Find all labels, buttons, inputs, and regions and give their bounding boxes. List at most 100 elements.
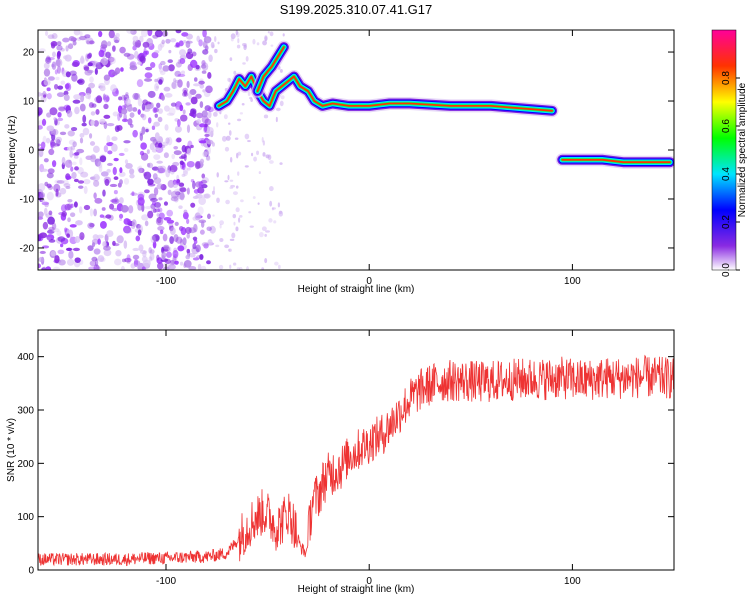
noise-speckle	[82, 127, 90, 136]
noise-speckle	[93, 248, 101, 255]
noise-speckle	[119, 197, 124, 204]
noise-speckle	[80, 171, 89, 178]
noise-speckle	[167, 59, 173, 64]
noise-speckle	[50, 141, 54, 149]
noise-speckle	[55, 76, 60, 81]
spectrogram-noise-layer	[38, 30, 285, 270]
noise-speckle	[139, 56, 146, 62]
noise-speckle	[237, 217, 241, 223]
noise-speckle	[74, 236, 81, 243]
noise-speckle	[204, 105, 211, 112]
noise-speckle	[194, 77, 198, 82]
noise-speckle	[45, 266, 52, 270]
noise-speckle	[181, 173, 186, 178]
noise-speckle	[46, 191, 54, 201]
noise-speckle	[53, 117, 57, 121]
snr-y-ticks: 0 100 200 300 400	[17, 352, 674, 577]
noise-speckle	[153, 121, 160, 127]
noise-speckle	[103, 145, 109, 153]
noise-speckle	[66, 247, 72, 251]
noise-speckle	[48, 226, 55, 231]
noise-speckle	[144, 189, 150, 194]
noise-speckle	[41, 201, 50, 206]
noise-speckle	[146, 163, 151, 168]
noise-speckle	[147, 162, 154, 169]
noise-speckle	[138, 167, 145, 174]
noise-speckle	[186, 167, 191, 171]
noise-speckle	[66, 110, 73, 118]
noise-speckle	[46, 236, 52, 241]
noise-speckle	[136, 79, 144, 88]
noise-speckle	[144, 220, 149, 227]
noise-speckle	[46, 183, 52, 188]
noise-speckle	[206, 226, 212, 232]
noise-speckle	[261, 267, 265, 270]
noise-speckle	[99, 214, 105, 218]
noise-speckle	[154, 50, 160, 54]
noise-speckle	[265, 230, 270, 233]
noise-speckle	[123, 218, 131, 225]
noise-speckle	[38, 143, 41, 147]
noise-speckle	[237, 171, 240, 176]
noise-speckle	[93, 120, 99, 127]
noise-speckle	[168, 107, 176, 116]
noise-speckle	[175, 42, 180, 48]
noise-speckle	[153, 187, 159, 196]
noise-speckle	[67, 130, 75, 137]
noise-speckle	[156, 183, 164, 190]
noise-speckle	[245, 56, 249, 62]
noise-speckle	[123, 147, 129, 153]
noise-speckle	[192, 243, 197, 250]
colorbar-gradient	[711, 29, 737, 271]
noise-speckle	[136, 53, 145, 62]
noise-speckle	[156, 160, 163, 164]
noise-speckle	[258, 231, 264, 238]
noise-speckle	[211, 190, 215, 195]
noise-speckle	[199, 101, 204, 108]
noise-speckle	[186, 232, 190, 239]
noise-speckle	[178, 182, 185, 187]
noise-speckle	[43, 158, 49, 163]
noise-speckle	[90, 155, 97, 163]
noise-speckle	[173, 234, 179, 243]
noise-speckle	[252, 196, 256, 199]
colorbar-tick-label: 0.4	[721, 167, 732, 181]
noise-speckle	[198, 140, 207, 144]
noise-speckle	[212, 44, 215, 48]
noise-speckle	[174, 260, 179, 265]
noise-speckle	[106, 168, 111, 173]
spectrogram-x-ticks: -100 0 100	[156, 30, 581, 287]
noise-speckle	[120, 67, 124, 72]
noise-speckle	[118, 152, 125, 156]
noise-speckle	[144, 205, 152, 210]
noise-speckle	[206, 146, 212, 155]
noise-speckle	[190, 202, 196, 208]
noise-speckle	[70, 126, 78, 132]
noise-speckle	[228, 130, 232, 136]
noise-speckle	[113, 176, 119, 180]
noise-speckle	[145, 66, 153, 71]
noise-speckle	[264, 258, 268, 264]
noise-speckle	[159, 165, 167, 174]
noise-speckle	[43, 207, 48, 216]
noise-speckle	[239, 112, 243, 115]
noise-speckle	[114, 258, 122, 266]
noise-speckle	[249, 225, 254, 228]
noise-speckle	[270, 44, 274, 47]
noise-speckle	[175, 61, 182, 68]
noise-speckle	[73, 94, 82, 100]
noise-speckle	[248, 211, 252, 214]
noise-speckle	[79, 133, 85, 138]
noise-speckle	[141, 214, 149, 221]
noise-speckle	[269, 185, 274, 192]
noise-speckle	[253, 156, 257, 162]
noise-speckle	[93, 61, 100, 65]
noise-speckle	[51, 160, 57, 168]
noise-speckle	[185, 33, 193, 40]
noise-speckle	[154, 132, 160, 140]
noise-speckle	[162, 233, 168, 242]
noise-speckle	[133, 258, 139, 268]
noise-speckle	[163, 105, 170, 112]
noise-speckle	[165, 251, 172, 258]
